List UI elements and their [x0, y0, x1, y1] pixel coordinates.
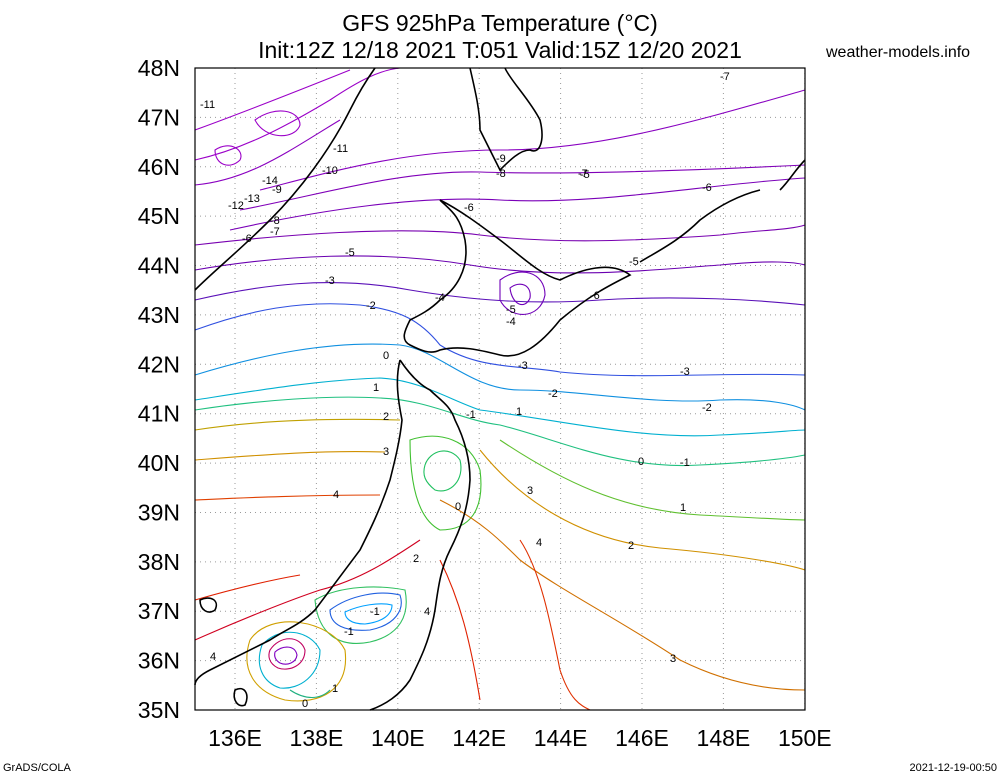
- brand-label: weather-models.info: [826, 44, 971, 61]
- contour-label: -7: [270, 226, 280, 238]
- contour-label: 0: [455, 501, 461, 513]
- contour-label: 0: [638, 456, 644, 468]
- contour-label: 0: [302, 698, 308, 710]
- contour-label: -9: [496, 153, 506, 165]
- contour-label: -1: [344, 626, 354, 638]
- contour-label: -8: [496, 168, 506, 180]
- lat-label: 45N: [138, 203, 180, 229]
- contour-label: -3: [680, 366, 690, 378]
- contour-label: -6: [702, 182, 712, 194]
- lon-label: 136E: [208, 725, 262, 751]
- contour-label: -6: [242, 233, 252, 245]
- lon-label: 140E: [371, 725, 425, 751]
- contour-label: 2: [383, 411, 389, 423]
- contour-label: 1: [332, 683, 338, 695]
- contour-label: -13: [244, 193, 260, 205]
- map-title: GFS 925hPa Temperature (°C): [342, 10, 658, 36]
- contour-label: -7: [578, 168, 588, 180]
- graticule: [195, 67, 806, 711]
- contour-label: 2: [628, 540, 634, 552]
- contour-label: -5: [506, 304, 516, 316]
- lat-label: 38N: [138, 549, 180, 575]
- contour-label: -5: [345, 247, 355, 259]
- contour-label: -5: [580, 169, 590, 181]
- contour-label: 1: [373, 382, 379, 394]
- contour-label: -1: [680, 457, 690, 469]
- contour-label: -1: [466, 409, 476, 421]
- coastline: [194, 67, 806, 711]
- contour-label: -5: [629, 256, 639, 268]
- lat-label: 43N: [138, 302, 180, 328]
- longitude-labels: 136E 138E 140E 142E 144E 146E 148E 150E: [208, 725, 832, 751]
- lat-label: 40N: [138, 450, 180, 476]
- contour-label: 0: [383, 350, 389, 362]
- contour-label: -11: [200, 99, 215, 111]
- lat-label: 39N: [138, 499, 180, 525]
- contour-label: -12: [228, 200, 244, 212]
- temperature-contours: [194, 67, 806, 711]
- footer-credit: GrADS/COLA: [3, 762, 71, 774]
- contour-label: -10: [322, 165, 338, 177]
- lon-label: 150E: [778, 725, 832, 751]
- contour-label: -2: [366, 300, 376, 312]
- contour-labels: -11-11-10-9-14-13-12-8-7-6-5-3-201234-9-…: [200, 71, 730, 710]
- contour-label: 1: [680, 502, 686, 514]
- lat-label: 42N: [138, 351, 180, 377]
- contour-label: 2: [413, 553, 419, 565]
- contour-label: 4: [210, 651, 216, 663]
- contour-label: 3: [527, 485, 533, 497]
- lat-label: 47N: [138, 104, 180, 130]
- contour-label: -3: [518, 360, 528, 372]
- lat-label: 35N: [138, 697, 180, 723]
- contour-label: -6: [590, 290, 600, 302]
- lat-label: 36N: [138, 648, 180, 674]
- contour-label: -4: [506, 316, 516, 328]
- latitude-labels: 48N 47N 46N 45N 44N 43N 42N 41N 40N 39N 38N 37N 36N 3…: [138, 55, 180, 723]
- map-subtitle: Init:12Z 12/18 2021 T:051 Valid:15Z 12/2…: [258, 37, 742, 63]
- lon-label: 138E: [290, 725, 344, 751]
- lon-label: 142E: [452, 725, 506, 751]
- contour-label: 4: [333, 489, 339, 501]
- contour-label: -11: [333, 143, 348, 155]
- lon-label: 148E: [697, 725, 751, 751]
- lat-label: 48N: [138, 55, 180, 81]
- contour-label: -8: [270, 215, 280, 227]
- lat-label: 37N: [138, 598, 180, 624]
- contour-label: -7: [720, 71, 730, 83]
- footer-timestamp: 2021-12-19-00:50: [909, 762, 997, 774]
- contour-label: -2: [702, 402, 712, 414]
- contour-label: 3: [383, 446, 389, 458]
- lat-label: 46N: [138, 154, 180, 180]
- contour-label: -9: [272, 184, 282, 196]
- contour-label: 4: [536, 537, 542, 549]
- map-frame: [194, 67, 806, 711]
- lon-label: 144E: [534, 725, 588, 751]
- contour-label: -3: [325, 275, 335, 287]
- contour-label: -2: [548, 388, 558, 400]
- contour-label: 4: [424, 606, 430, 618]
- lon-label: 146E: [615, 725, 669, 751]
- contour-label: -1: [370, 606, 380, 618]
- contour-label: -14: [262, 175, 278, 187]
- contour-label: 1: [516, 406, 522, 418]
- lat-label: 44N: [138, 253, 180, 279]
- contour-label: -4: [435, 292, 445, 304]
- contour-label: -6: [464, 202, 474, 214]
- contour-label: 3: [670, 653, 676, 665]
- lat-label: 41N: [138, 401, 180, 427]
